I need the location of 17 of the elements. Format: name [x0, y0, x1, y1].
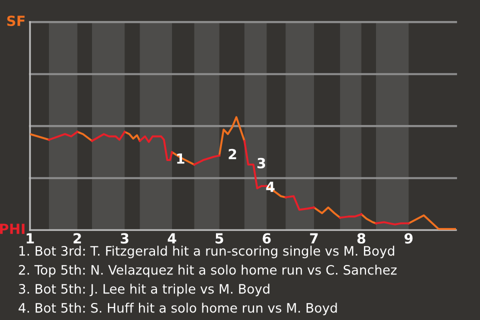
x-tick-label: 9: [404, 233, 413, 244]
x-tick-label: 2: [74, 233, 81, 244]
ref-line-label: SF: [7, 16, 25, 26]
y-axis-title: PHI: [0, 224, 24, 234]
x-tick-label: 8: [357, 233, 366, 244]
x-tick-label: 3: [120, 233, 128, 244]
annotation: 3: [257, 158, 266, 168]
x-tick-label: 7: [310, 233, 318, 244]
text: 4. Bot 5th: S. Huff hit a solo home run vs M. Boyd: [18, 302, 337, 316]
text: 1. Bot 3rd: T. Fitzgerald hit a run-scoring single vs M. Boyd: [19, 246, 394, 258]
x-tick-label: 5: [216, 233, 224, 244]
x-tick-label: 4: [168, 233, 176, 244]
x-tick-label: 6: [262, 233, 271, 244]
annotation: 2: [228, 148, 236, 160]
x-tick-label: 1: [26, 233, 34, 244]
text: 2. Top 5th: N. Velazquez hit a solo home run vs C. Sanchez: [18, 264, 397, 278]
text: 3. Bot 5th: J. Lee hit a triple vs M. Boyd: [18, 284, 270, 296]
